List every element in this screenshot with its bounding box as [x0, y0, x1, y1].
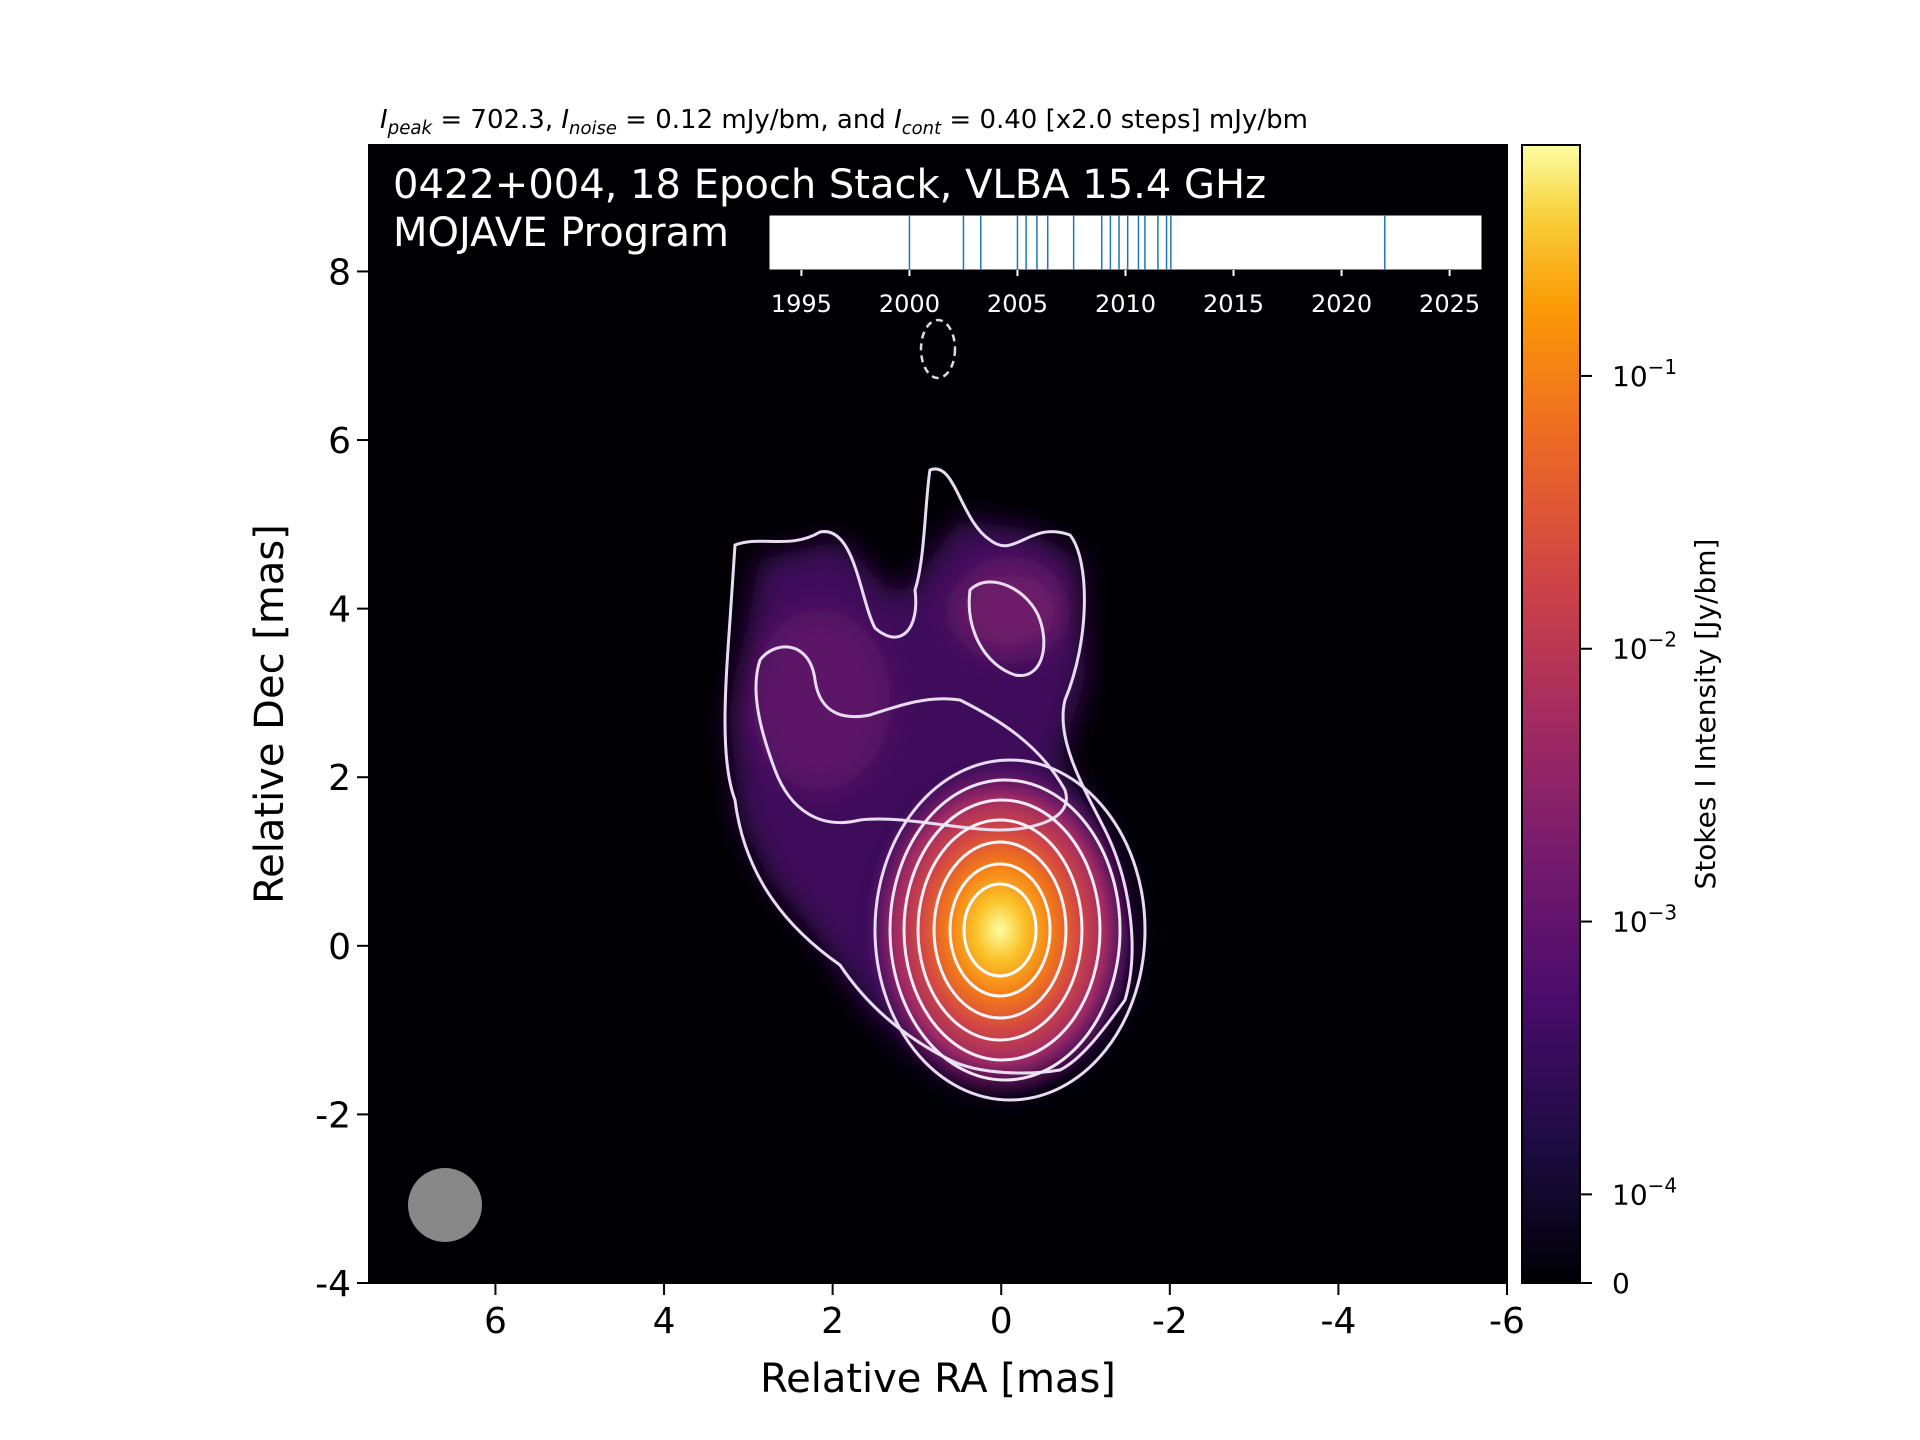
- epoch-tick-label: 2025: [1419, 290, 1480, 318]
- header-formula: Ipeak = 702.3, Inoise = 0.12 mJy/bm, and…: [380, 105, 1308, 139]
- colorbar: 10−1 10−2 10−3 10−4 0 Stokes I Intensity [Jy…: [1521, 144, 1722, 1300]
- epoch-tick-label: 1995: [771, 290, 832, 318]
- x-tick-label: -2: [1152, 1301, 1188, 1342]
- image-title-line2: MOJAVE Program: [393, 210, 729, 256]
- y-axis: -4 -2 0 2 4 6 8: [315, 252, 369, 1305]
- contour-9: [916, 818, 1084, 1042]
- x-axis: 6 4 2 0 -2 -4 -6: [484, 1283, 1525, 1342]
- epoch-timeline: 1995 2000 2005 2010 2015 2020 2025: [768, 214, 1483, 318]
- epoch-lines: [908, 215, 1386, 270]
- contour-11: [948, 862, 1052, 998]
- epoch-tick-label: 2010: [1095, 290, 1156, 318]
- x-tick-label: -4: [1320, 1301, 1356, 1342]
- epoch-timeline-box: [768, 214, 1483, 271]
- colorbar-tick-label: 10−4: [1612, 1173, 1677, 1211]
- colorbar-tick-label: 10−1: [1612, 355, 1677, 393]
- x-axis-label: Relative RA [mas]: [760, 1356, 1116, 1402]
- epoch-ticks: 1995 2000 2005 2010 2015 2020 2025: [771, 270, 1480, 318]
- y-tick-label: -2: [315, 1095, 351, 1136]
- contours: [723, 467, 1147, 1102]
- x-tick-label: 4: [653, 1301, 676, 1342]
- beam-ellipse: [408, 1168, 482, 1242]
- epoch-tick-label: 2020: [1311, 290, 1372, 318]
- y-tick-label: 6: [328, 421, 351, 462]
- image-title-line1: 0422+004, 18 Epoch Stack, VLBA 15.4 GHz: [393, 162, 1266, 208]
- epoch-tick-label: 2015: [1203, 290, 1264, 318]
- contour-west: [754, 645, 1068, 832]
- epoch-tick-label: 2000: [879, 290, 940, 318]
- y-axis-label: Relative Dec [mas]: [247, 524, 293, 904]
- contour-6: [873, 758, 1147, 1102]
- northern-knot: [955, 565, 1065, 655]
- colorbar-label: Stokes I Intensity [Jy/bm]: [1689, 539, 1722, 890]
- colorbar-gradient: [1521, 144, 1581, 1284]
- contour-8: [902, 798, 1102, 1062]
- core: [865, 760, 1135, 1100]
- image-frame: [368, 144, 1508, 1284]
- contour-7: [888, 778, 1122, 1082]
- y-tick-label: 8: [328, 252, 351, 293]
- y-tick-label: 4: [328, 590, 351, 631]
- colorbar-tick-label: 0: [1612, 1267, 1630, 1300]
- contour-outer: [723, 467, 1134, 1075]
- x-tick-label: 6: [484, 1301, 507, 1342]
- contour-10: [932, 840, 1068, 1020]
- y-tick-label: 0: [328, 927, 351, 968]
- colorbar-ticks: 10−1 10−2 10−3 10−4 0: [1580, 355, 1677, 1300]
- x-tick-label: -6: [1489, 1301, 1525, 1342]
- contour-north-knot: [967, 580, 1046, 677]
- dashed-marker: [919, 318, 957, 380]
- image-panel: 0422+004, 18 Epoch Stack, VLBA 15.4 GHz …: [368, 144, 1508, 1284]
- colorbar-tick-label: 10−2: [1612, 628, 1677, 666]
- contour-12: [962, 882, 1038, 978]
- epoch-tick-label: 2005: [987, 290, 1048, 318]
- y-tick-label: 2: [328, 758, 351, 799]
- colorbar-tick-label: 10−3: [1612, 901, 1677, 939]
- y-tick-label: -4: [315, 1264, 351, 1305]
- x-tick-label: 2: [821, 1301, 844, 1342]
- x-tick-label: 0: [990, 1301, 1013, 1342]
